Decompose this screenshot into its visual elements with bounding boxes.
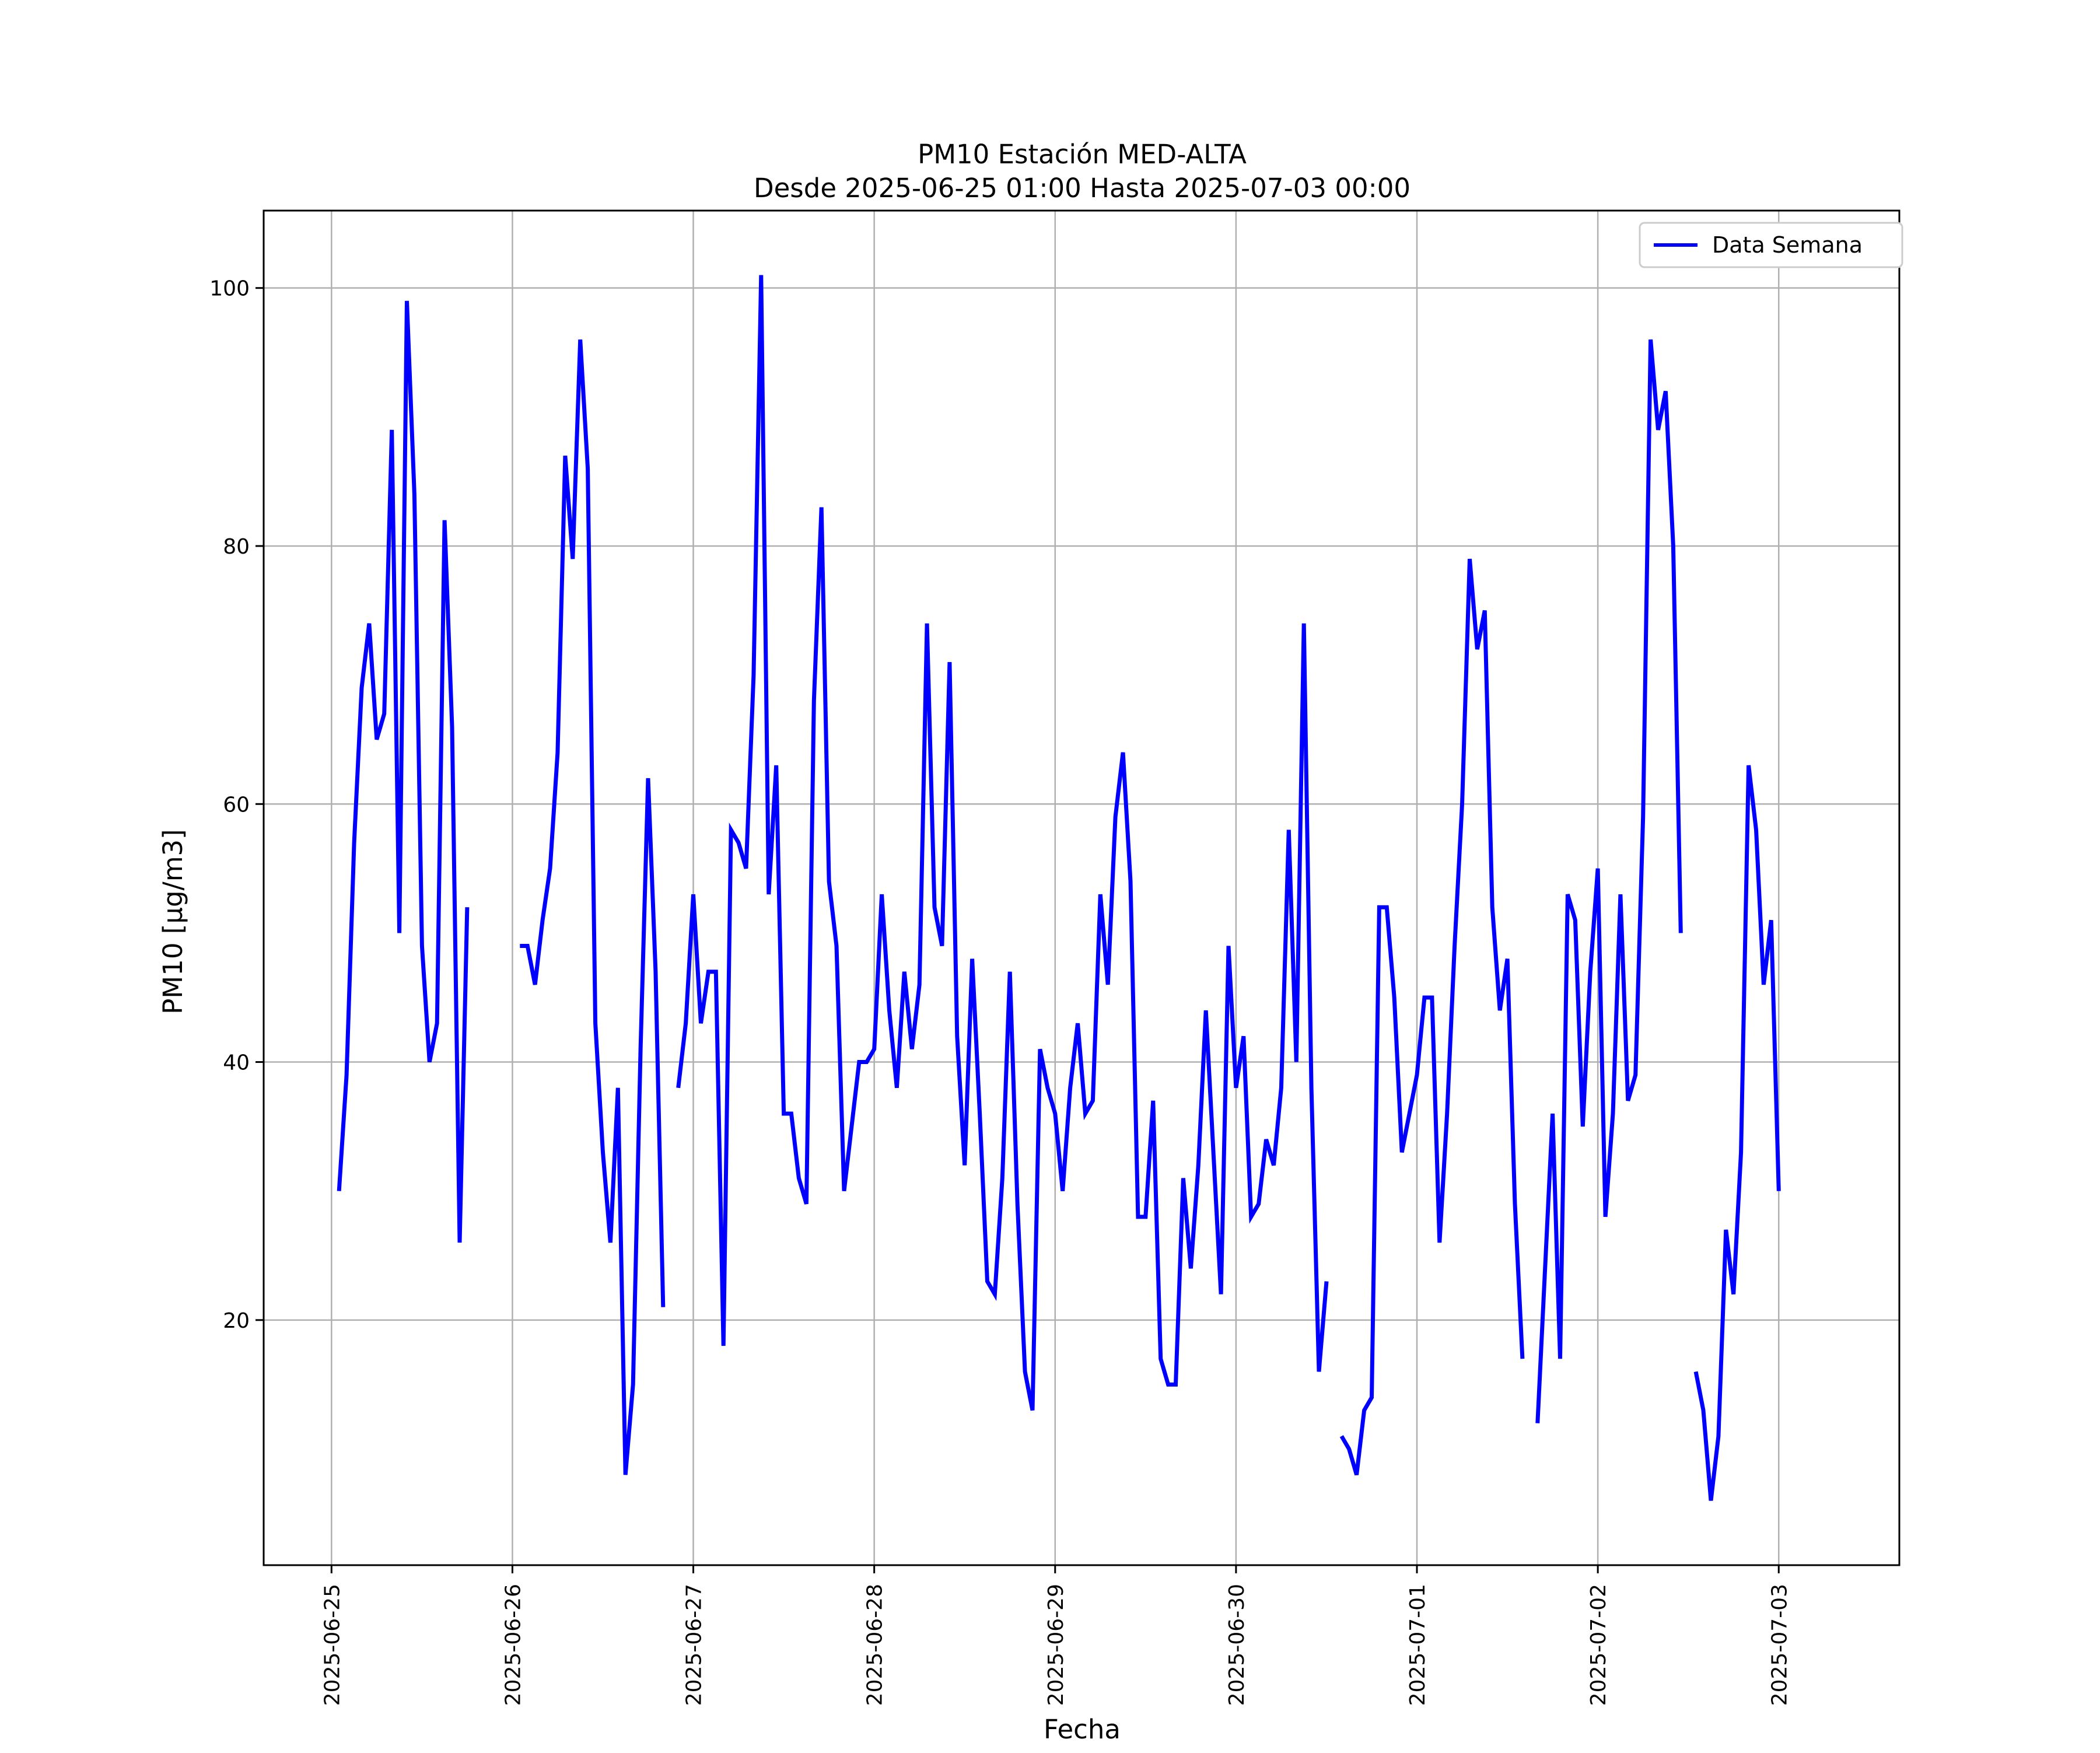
y-tick-label: 20 (223, 1309, 250, 1333)
series-lines (337, 275, 1781, 1501)
series-line-segment (337, 300, 470, 1243)
legend: Data Semana (1639, 222, 1903, 268)
x-tick-label: 2025-06-28 (863, 1584, 887, 1706)
x-tick-label: 2025-07-03 (1768, 1584, 1791, 1706)
series-line-segment (1693, 765, 1781, 1501)
y-tick-label: 100 (209, 277, 250, 301)
plot-frame (262, 209, 1901, 1566)
x-tick-label: 2025-07-01 (1406, 1584, 1430, 1706)
x-tick-label: 2025-07-02 (1587, 1584, 1611, 1706)
x-tick-label: 2025-06-29 (1044, 1584, 1068, 1706)
x-tick-label: 2025-06-25 (320, 1584, 344, 1706)
y-axis-label: PM10 [μg/m3] (158, 829, 188, 1014)
series-line-segment (676, 275, 1329, 1411)
y-tick-label: 80 (223, 535, 250, 559)
legend-box (1639, 222, 1903, 268)
chart-subtitle: Desde 2025-06-25 01:00 Hasta 2025-07-03 … (754, 173, 1410, 204)
x-axis-label: Fecha (1044, 1714, 1121, 1745)
series-line-segment (1535, 339, 1683, 1423)
series-line-segment (1339, 558, 1525, 1476)
legend-label: Data Semana (1712, 232, 1863, 258)
y-tick-label: 40 (223, 1051, 250, 1075)
x-tick-label: 2025-06-27 (682, 1584, 706, 1706)
series-line-segment (520, 339, 666, 1475)
x-tick-label: 2025-06-30 (1225, 1584, 1249, 1706)
chart-title: PM10 Estación MED-ALTA (918, 139, 1247, 170)
axis-ticks: 2025-06-25 2025-06-26 2025-06-27 2025-06-28… (209, 277, 1791, 1706)
y-tick-label: 60 (223, 793, 250, 817)
x-tick-label: 2025-06-26 (501, 1584, 525, 1706)
